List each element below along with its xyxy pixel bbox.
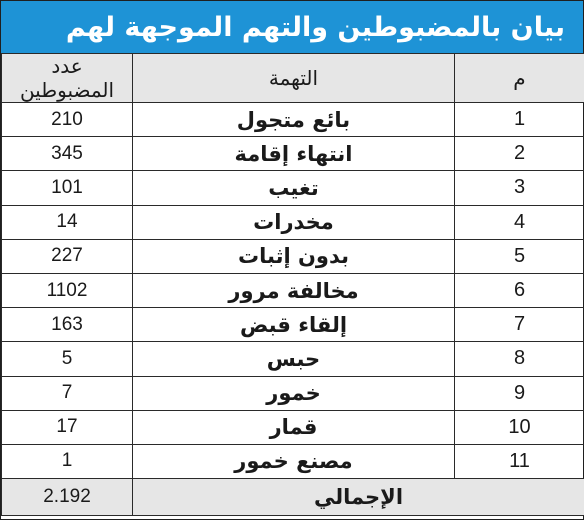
row-count: 101 — [1, 170, 133, 206]
row-charge: إلقاء قبض — [132, 307, 455, 343]
table-body: 1 بائع متجول 210 2 انتهاء إقامة 345 3 تغ… — [1, 101, 584, 517]
row-number: 9 — [454, 375, 584, 411]
row-number: 4 — [454, 204, 584, 240]
row-number: 2 — [454, 136, 584, 172]
table-row: 1 بائع متجول 210 — [1, 101, 584, 138]
table-row: 7 إلقاء قبض 163 — [1, 307, 584, 343]
total-row: الإجمالي 2.192 — [1, 478, 584, 517]
table-title-banner: بيان بالمضبوطين والتهم الموجهة لهم — [1, 1, 583, 53]
row-charge: قمار — [132, 409, 455, 445]
table-row: 3 تغيب 101 — [1, 170, 584, 206]
total-value: 2.192 — [1, 478, 133, 517]
row-count: 14 — [1, 204, 133, 240]
row-charge: حبس — [132, 341, 455, 377]
row-charge: تغيب — [132, 170, 455, 206]
row-number: 3 — [454, 170, 584, 206]
row-count: 17 — [1, 409, 133, 445]
row-charge: انتهاء إقامة — [132, 136, 455, 172]
row-count: 5 — [1, 341, 133, 377]
table-row: 10 قمار 17 — [1, 409, 584, 445]
table-row: 6 مخالفة مرور 1102 — [1, 272, 584, 309]
table-title: بيان بالمضبوطين والتهم الموجهة لهم — [65, 11, 565, 43]
total-label: الإجمالي — [132, 478, 584, 517]
row-charge: بائع متجول — [132, 101, 455, 138]
header-arrest-count: عدد المضبوطين — [1, 53, 133, 103]
header-charge: التهمة — [132, 53, 455, 103]
row-charge: مخدرات — [132, 204, 455, 240]
row-number: 10 — [454, 409, 584, 445]
row-charge: خمور — [132, 375, 455, 411]
table-row: 8 حبس 5 — [1, 341, 584, 377]
table-row: 9 خمور 7 — [1, 375, 584, 411]
row-number: 11 — [454, 443, 584, 480]
table-row: 4 مخدرات 14 — [1, 204, 584, 240]
row-number: 5 — [454, 238, 584, 274]
row-count: 7 — [1, 375, 133, 411]
row-number: 6 — [454, 272, 584, 309]
row-count: 1 — [1, 443, 133, 480]
table-row: 11 مصنع خمور 1 — [1, 443, 584, 480]
table-row: 5 بدون إثبات 227 — [1, 238, 584, 274]
row-number: 7 — [454, 307, 584, 343]
table-row: 2 انتهاء إقامة 345 — [1, 136, 584, 172]
row-charge: مصنع خمور — [132, 443, 455, 480]
row-charge: مخالفة مرور — [132, 272, 455, 309]
arrests-table: م التهمة عدد المضبوطين 1 بائع متجول 2 10 … — [1, 53, 584, 517]
row-count: 210 — [1, 101, 133, 138]
table-header-row: م التهمة عدد المضبوطين — [1, 53, 584, 103]
row-charge: بدون إثبات — [132, 238, 455, 274]
row-number: 1 — [454, 101, 584, 138]
row-count: 227 — [1, 238, 133, 274]
header-number: م — [454, 53, 584, 103]
row-count: 345 — [1, 136, 133, 172]
row-number: 8 — [454, 341, 584, 377]
row-count: 163 — [1, 307, 133, 343]
row-count: 1102 — [1, 272, 133, 309]
